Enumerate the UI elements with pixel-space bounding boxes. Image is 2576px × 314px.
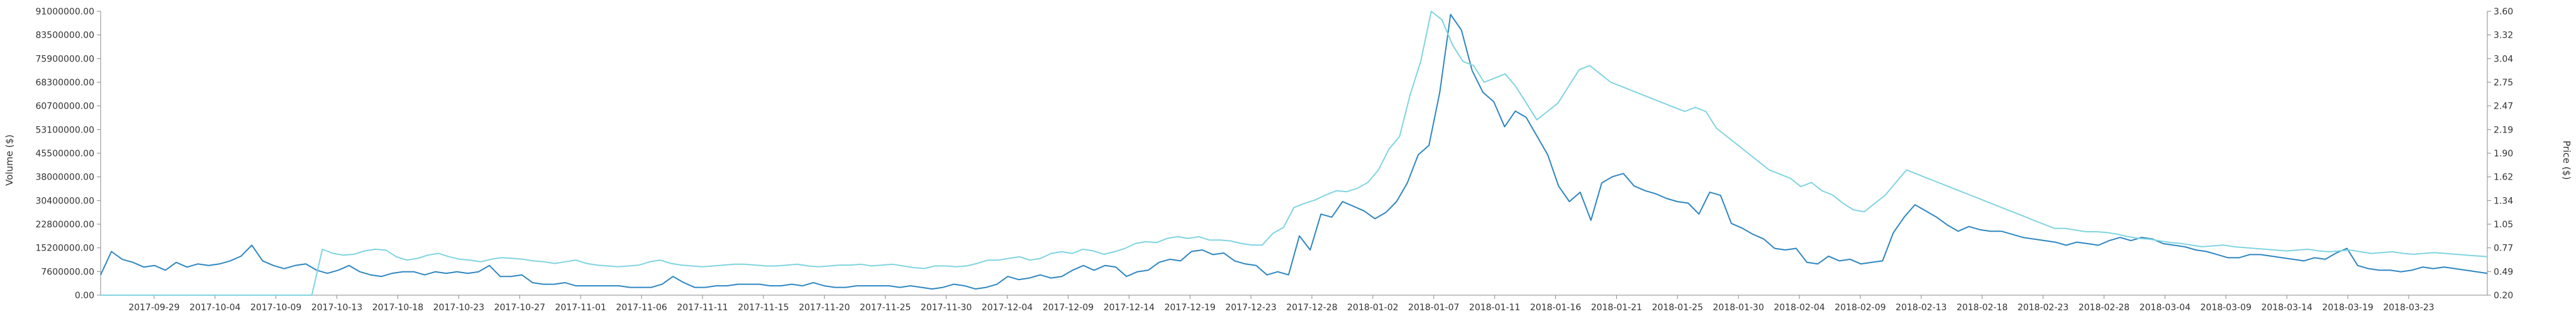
x-tick-label: 2018-03-19 <box>2322 303 2373 313</box>
x-tick-label: 2017-12-04 <box>982 303 1033 313</box>
y-left-tick-label: 38000000.00 <box>35 173 94 183</box>
x-tick-label: 2018-03-14 <box>2262 303 2312 313</box>
y-right-tick-label: 1.90 <box>2494 149 2513 159</box>
x-tick-label: 2017-10-18 <box>372 303 423 313</box>
x-tick-label: 2017-11-06 <box>616 303 667 313</box>
y-left-tick-label: 60700000.00 <box>35 102 94 112</box>
y-right-tick-label: 1.62 <box>2494 173 2513 183</box>
y-right-tick-label: 2.75 <box>2494 78 2513 88</box>
y-right-tick-label: 3.60 <box>2494 7 2513 17</box>
x-tick-label: 2018-02-13 <box>1896 303 1946 313</box>
x-tick-label: 2018-03-09 <box>2201 303 2251 313</box>
x-tick-label: 2017-09-29 <box>128 303 179 313</box>
x-tick-label: 2017-12-28 <box>1286 303 1337 313</box>
y-left-tick-label: 0.00 <box>75 291 94 301</box>
y-left-tick-label: 68300000.00 <box>35 78 94 88</box>
x-tick-label: 2018-03-23 <box>2383 303 2434 313</box>
price-series-line <box>101 11 2488 296</box>
x-tick-label: 2018-02-23 <box>2018 303 2068 313</box>
y-left-tick-label: 53100000.00 <box>35 125 94 135</box>
series-layer <box>100 11 2488 296</box>
y-left-axis-title: Volume ($) <box>4 134 15 186</box>
y-left-tick-label: 30400000.00 <box>35 196 94 206</box>
y-right-tick-label: 3.32 <box>2494 31 2513 41</box>
y-right-tick-label: 0.77 <box>2494 244 2513 254</box>
x-tick-label: 2017-11-25 <box>860 303 911 313</box>
x-tick-label: 2017-10-27 <box>494 303 545 313</box>
y-left-tick-label: 22800000.00 <box>35 220 94 230</box>
x-tick-label: 2018-01-16 <box>1530 303 1581 313</box>
x-tick-label: 2017-10-09 <box>250 303 301 313</box>
y-left-tick-label: 91000000.00 <box>35 7 94 17</box>
x-tick-label: 2018-02-28 <box>2079 303 2129 313</box>
y-right-tick-label: 1.05 <box>2494 220 2513 230</box>
x-tick-label: 2017-12-14 <box>1104 303 1155 313</box>
x-tick-label: 2017-10-23 <box>433 303 484 313</box>
x-tick-label: 2017-11-20 <box>799 303 850 313</box>
x-tick-label: 2018-01-07 <box>1408 303 1459 313</box>
x-tick-label: 2018-01-11 <box>1469 303 1520 313</box>
y-right-tick-label: 2.47 <box>2494 102 2513 112</box>
x-tick-label: 2017-12-23 <box>1225 303 1276 313</box>
y-left-tick-label: 15200000.00 <box>35 244 94 254</box>
y-left-tick-label: 83500000.00 <box>35 31 94 41</box>
x-tick-label: 2017-10-04 <box>189 303 240 313</box>
y-right-tick-label: 1.34 <box>2494 196 2513 206</box>
x-tick-label: 2017-11-30 <box>921 303 972 313</box>
x-tick-label: 2018-02-18 <box>1957 303 2007 313</box>
y-left-tick-label: 7600000.00 <box>41 267 94 277</box>
axes-layer: 0.00 7600000.00 15200000.00 22800000.00 3040… <box>35 7 2513 313</box>
x-tick-label: 2018-01-02 <box>1347 303 1398 313</box>
x-tick-label: 2017-11-15 <box>738 303 789 313</box>
y-right-tick-label: 0.49 <box>2494 267 2513 277</box>
y-right-tick-label: 2.19 <box>2494 125 2513 135</box>
y-right-tick-label: 3.04 <box>2494 54 2513 64</box>
x-tick-label: 2018-01-21 <box>1591 303 1642 313</box>
y-right-axis-title: Price ($) <box>2561 141 2572 180</box>
x-tick-label: 2017-12-19 <box>1164 303 1215 313</box>
y-left-tick-label: 45500000.00 <box>35 149 94 159</box>
x-tick-label: 2018-03-04 <box>2140 303 2190 313</box>
y-right-tick-label: 0.20 <box>2494 291 2513 301</box>
x-tick-label: 2017-11-01 <box>555 303 606 313</box>
x-tick-label: 2017-11-11 <box>677 303 728 313</box>
x-tick-label: 2017-10-13 <box>311 303 362 313</box>
x-tick-label: 2018-02-09 <box>1835 303 1885 313</box>
volume-series-line <box>100 14 2488 290</box>
x-tick-label: 2017-12-09 <box>1043 303 1094 313</box>
x-tick-label: 2018-01-25 <box>1652 303 1703 313</box>
x-tick-label: 2018-01-30 <box>1713 303 1764 313</box>
y-left-tick-label: 75900000.00 <box>35 54 94 64</box>
x-tick-label: 2018-02-04 <box>1774 303 1824 313</box>
